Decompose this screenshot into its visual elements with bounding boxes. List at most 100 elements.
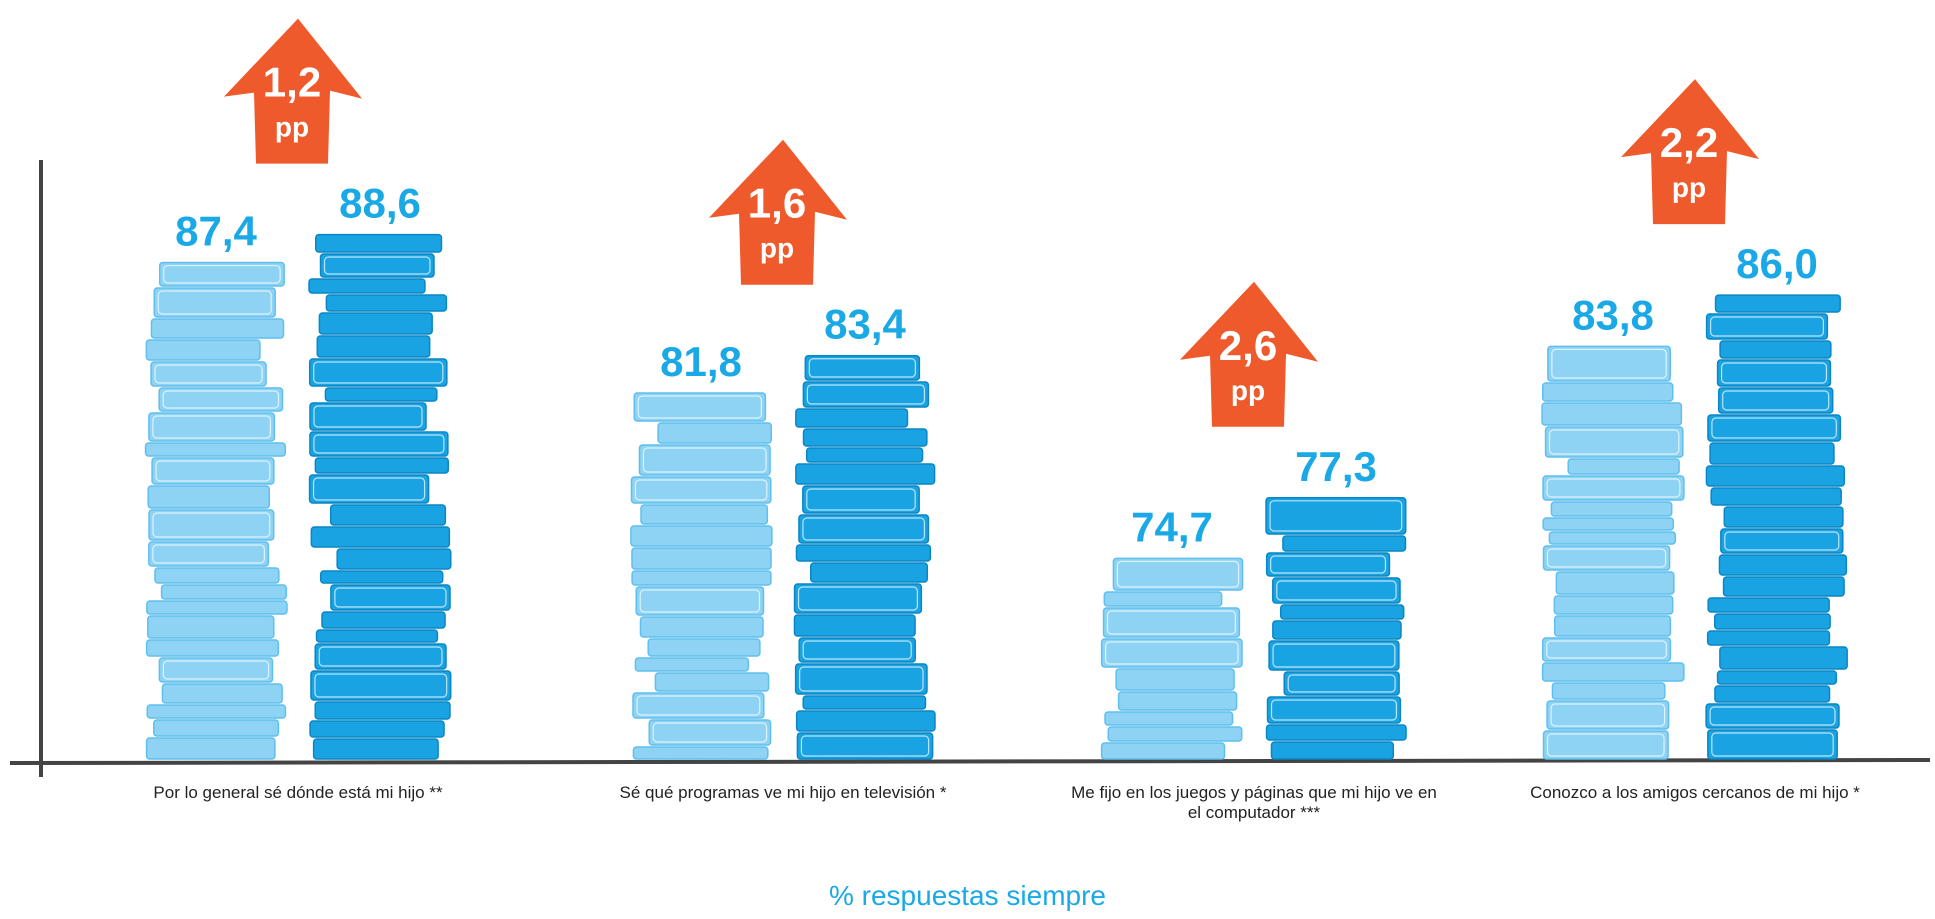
book-cover-line	[312, 477, 426, 501]
difference-arrow	[1180, 281, 1318, 427]
x-tick-label: Sé qué programas ve mi hijo en televisió…	[619, 783, 947, 802]
book	[315, 629, 439, 643]
book	[1723, 506, 1844, 528]
book	[1112, 557, 1244, 591]
difference-label: 2,6	[1219, 322, 1277, 369]
book-cover-line	[806, 384, 926, 405]
book	[1550, 501, 1673, 517]
difference-label: 1,6	[748, 180, 806, 227]
book	[1714, 613, 1831, 630]
book	[1705, 313, 1829, 340]
book	[1272, 620, 1402, 640]
book-cover-line	[1711, 417, 1837, 439]
book	[1542, 637, 1672, 662]
bar	[630, 392, 773, 760]
book	[798, 637, 916, 663]
book-cover-line	[1546, 640, 1667, 659]
book	[1265, 497, 1407, 535]
bar	[1705, 294, 1848, 760]
difference-unit: pp	[760, 233, 794, 264]
book	[1542, 517, 1675, 531]
book	[802, 695, 927, 710]
value-label: 83,4	[824, 301, 906, 348]
x-tick-label: Conozco a los amigos cercanos de mi hijo…	[1530, 783, 1860, 802]
book	[1115, 668, 1235, 691]
book	[654, 672, 770, 692]
book-cover-line	[1550, 703, 1666, 727]
book	[804, 354, 921, 381]
value-label: 86,0	[1736, 240, 1818, 287]
book	[638, 444, 771, 476]
book	[1546, 700, 1670, 730]
book	[1714, 294, 1841, 313]
book	[1706, 630, 1831, 646]
book-cover-line	[802, 517, 926, 541]
difference-arrow	[709, 139, 847, 285]
book	[308, 474, 430, 504]
book-cover-line	[334, 587, 447, 608]
book	[1705, 703, 1840, 729]
book-cover-line	[1720, 362, 1828, 384]
book	[336, 548, 452, 570]
book	[1716, 670, 1838, 685]
book	[1272, 577, 1401, 604]
book	[1705, 465, 1846, 487]
book	[1707, 597, 1830, 613]
bar	[1541, 345, 1685, 760]
book-cover-line	[637, 395, 762, 419]
bar	[144, 261, 288, 760]
x-axis-line	[9, 758, 1931, 765]
book-cover-line	[802, 640, 912, 660]
book	[161, 683, 283, 704]
book-cover-line	[163, 264, 281, 284]
book	[1265, 552, 1391, 577]
book	[1722, 576, 1845, 597]
book-cover-line	[1269, 500, 1403, 532]
book	[1104, 711, 1234, 726]
book	[1542, 545, 1671, 571]
book-cover-line	[1270, 699, 1397, 721]
x-tick-label: Me fijo en los juegos y páginas que mi h…	[1071, 783, 1437, 822]
difference-unit: pp	[275, 112, 309, 143]
book-cover-line	[313, 434, 445, 454]
book	[633, 392, 767, 422]
book-cover-line	[652, 722, 768, 743]
difference-unit: pp	[1672, 172, 1706, 203]
book	[1541, 402, 1683, 426]
book	[1718, 554, 1848, 576]
book-cover-line	[157, 290, 272, 315]
book	[1270, 741, 1395, 760]
difference-arrow	[1621, 79, 1759, 225]
book	[795, 408, 909, 428]
book	[309, 720, 445, 738]
book	[632, 692, 765, 719]
book-cover-line	[152, 512, 271, 538]
book	[1714, 685, 1831, 703]
book-cover-line	[162, 390, 280, 409]
book	[1117, 691, 1238, 711]
book	[324, 387, 438, 402]
book	[158, 261, 285, 287]
book	[319, 570, 444, 584]
book	[631, 547, 772, 570]
book	[146, 704, 287, 719]
book	[150, 318, 285, 339]
book	[1107, 726, 1243, 742]
book	[1100, 742, 1226, 760]
book	[647, 638, 761, 657]
book-cover-line	[1551, 348, 1667, 379]
book	[1279, 604, 1405, 620]
x-tick-label: Por lo general sé dónde está mi hijo **	[153, 783, 443, 802]
bar	[1265, 497, 1407, 760]
book-cover-line	[1116, 560, 1240, 588]
book	[802, 381, 930, 408]
book-cover-line	[1106, 610, 1236, 635]
difference-label: 2,2	[1660, 119, 1718, 166]
book-cover-line	[318, 646, 443, 667]
book	[147, 615, 275, 639]
book-cover-line	[808, 358, 916, 378]
book	[316, 335, 431, 358]
book	[310, 526, 451, 548]
book	[630, 476, 772, 504]
book	[1717, 387, 1834, 414]
